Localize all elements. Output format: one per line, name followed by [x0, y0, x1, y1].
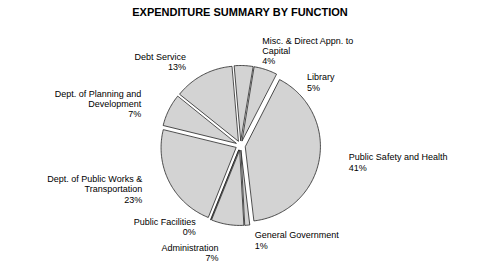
- svg-text:Library5%: Library5%: [307, 72, 335, 92]
- svg-text:General Government1%: General Government1%: [255, 230, 340, 250]
- svg-text:Misc. & Direct Appn. toCapital: Misc. & Direct Appn. toCapital4%: [262, 36, 353, 67]
- svg-text:Public Safety and Health41%: Public Safety and Health41%: [349, 152, 448, 172]
- svg-text:Public Facilities0%: Public Facilities0%: [134, 217, 197, 237]
- svg-text:Administration7%: Administration7%: [162, 243, 219, 263]
- svg-text:Dept. of Public Works &Transpo: Dept. of Public Works &Transportation23%: [47, 174, 142, 205]
- svg-text:Debt Service13%: Debt Service13%: [134, 52, 186, 72]
- html-text:EXPENDITURE SUMMARY BY FUNCTIO: EXPENDITURE SUMMARY BY FUNCTION: [132, 6, 348, 18]
- svg-text:Dept. of Planning andDevelopme: Dept. of Planning andDevelopment7%: [55, 89, 142, 120]
